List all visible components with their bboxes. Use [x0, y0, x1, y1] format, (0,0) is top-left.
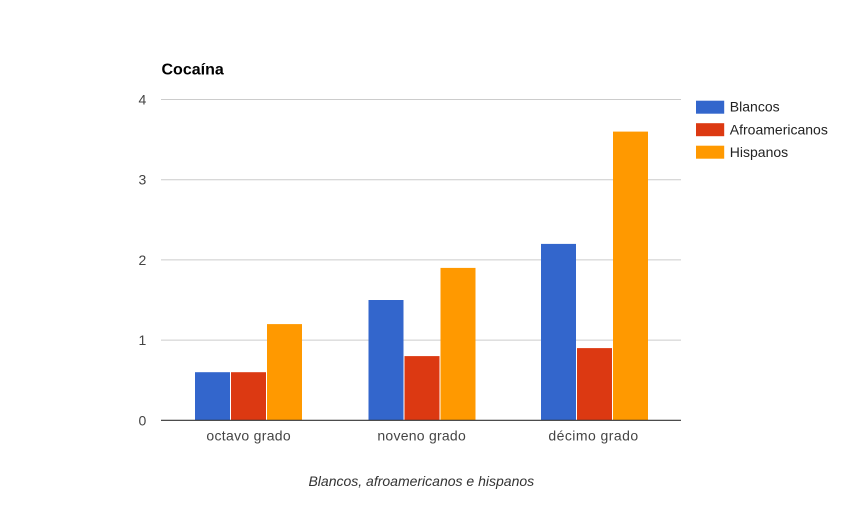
svg-text:Afroamericanos: Afroamericanos: [730, 121, 828, 137]
svg-text:octavo grado: octavo grado: [206, 427, 291, 443]
svg-text:Blancos, afroamericanos e hisp: Blancos, afroamericanos e hispanos: [308, 473, 534, 489]
svg-text:Blancos: Blancos: [730, 99, 780, 115]
svg-text:4: 4: [139, 92, 147, 108]
svg-text:noveno grado: noveno grado: [377, 427, 466, 443]
svg-text:3: 3: [139, 172, 147, 188]
svg-text:Hispanos: Hispanos: [730, 144, 788, 160]
svg-text:0: 0: [139, 412, 147, 428]
svg-text:1: 1: [139, 332, 147, 348]
svg-text:2: 2: [139, 252, 147, 268]
svg-text:Cocaína: Cocaína: [162, 62, 224, 79]
svg-text:décimo grado: décimo grado: [548, 427, 638, 443]
